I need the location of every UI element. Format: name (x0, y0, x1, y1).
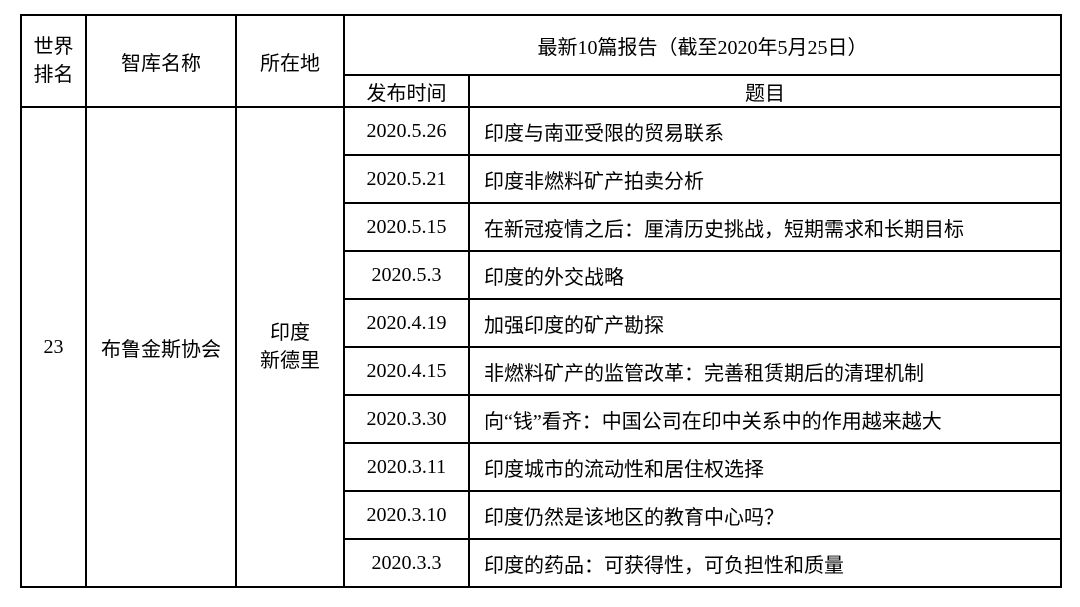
cell-publish-date: 2020.5.21 (343, 154, 470, 204)
report-row: 2020.5.21 印度非燃料矿产拍卖分析 (21, 154, 1062, 204)
report-row: 2020.5.15 在新冠疫情之后：厘清历史挑战，短期需求和长期目标 (21, 202, 1062, 252)
header-latest-reports: 最新10篇报告（截至2020年5月25日） (343, 14, 1062, 76)
cell-report-title: 印度与南亚受限的贸易联系 (468, 106, 1062, 156)
cell-report-title: 加强印度的矿产勘探 (468, 298, 1062, 348)
cell-think-tank-name: 布鲁金斯协会 (85, 106, 237, 588)
cell-publish-date: 2020.4.15 (343, 346, 470, 396)
cell-publish-date: 2020.3.30 (343, 394, 470, 444)
cell-report-title: 向“钱”看齐：中国公司在印中关系中的作用越来越大 (468, 394, 1062, 444)
cell-report-title: 印度非燃料矿产拍卖分析 (468, 154, 1062, 204)
cell-publish-date: 2020.3.3 (343, 538, 470, 588)
report-row: 2020.3.10 印度仍然是该地区的教育中心吗？ (21, 490, 1062, 540)
cell-report-title: 印度的药品：可获得性，可负担性和质量 (468, 538, 1062, 588)
report-row: 23 布鲁金斯协会 印度 新德里 2020.5.26 印度与南亚受限的贸易联系 (20, 106, 1062, 588)
cell-report-title: 印度城市的流动性和居住权选择 (468, 442, 1062, 492)
header-row-2: 发布时间 题目 (21, 74, 1062, 108)
cell-publish-date: 2020.3.11 (343, 442, 470, 492)
report-row: 2020.3.3 印度的药品：可获得性，可负担性和质量 (21, 538, 1062, 588)
cell-world-rank: 23 (20, 106, 87, 588)
cell-publish-date: 2020.5.3 (343, 250, 470, 300)
report-row: 2020.4.19 加强印度的矿产勘探 (21, 298, 1062, 348)
header-location: 所在地 (235, 14, 345, 108)
report-row: 2020.3.30 向“钱”看齐：中国公司在印中关系中的作用越来越大 (21, 394, 1062, 444)
cell-publish-date: 2020.3.10 (343, 490, 470, 540)
cell-report-title: 非燃料矿产的监管改革：完善租赁期后的清理机制 (468, 346, 1062, 396)
cell-location: 印度 新德里 (235, 106, 345, 588)
think-tank-report-table: 世界 排名 智库名称 所在地 最新10篇报告（截至2020年5月25日） 发布时… (20, 14, 1062, 588)
cell-publish-date: 2020.5.15 (343, 202, 470, 252)
report-row: 2020.5.3 印度的外交战略 (21, 250, 1062, 300)
header-title: 题目 (468, 74, 1062, 108)
cell-report-title: 印度的外交战略 (468, 250, 1062, 300)
header-think-tank-name: 智库名称 (85, 14, 237, 108)
header-world-rank: 世界 排名 (20, 14, 87, 108)
cell-publish-date: 2020.4.19 (343, 298, 470, 348)
header-publish-date: 发布时间 (343, 74, 470, 108)
cell-report-title: 在新冠疫情之后：厘清历史挑战，短期需求和长期目标 (468, 202, 1062, 252)
report-row: 2020.4.15 非燃料矿产的监管改革：完善租赁期后的清理机制 (21, 346, 1062, 396)
cell-publish-date: 2020.5.26 (343, 106, 470, 156)
cell-report-title: 印度仍然是该地区的教育中心吗？ (468, 490, 1062, 540)
header-row-1: 世界 排名 智库名称 所在地 最新10篇报告（截至2020年5月25日） (20, 14, 1062, 108)
report-row: 2020.3.11 印度城市的流动性和居住权选择 (21, 442, 1062, 492)
think-tank-report-table-wrap: 世界 排名 智库名称 所在地 最新10篇报告（截至2020年5月25日） 发布时… (20, 14, 1062, 588)
